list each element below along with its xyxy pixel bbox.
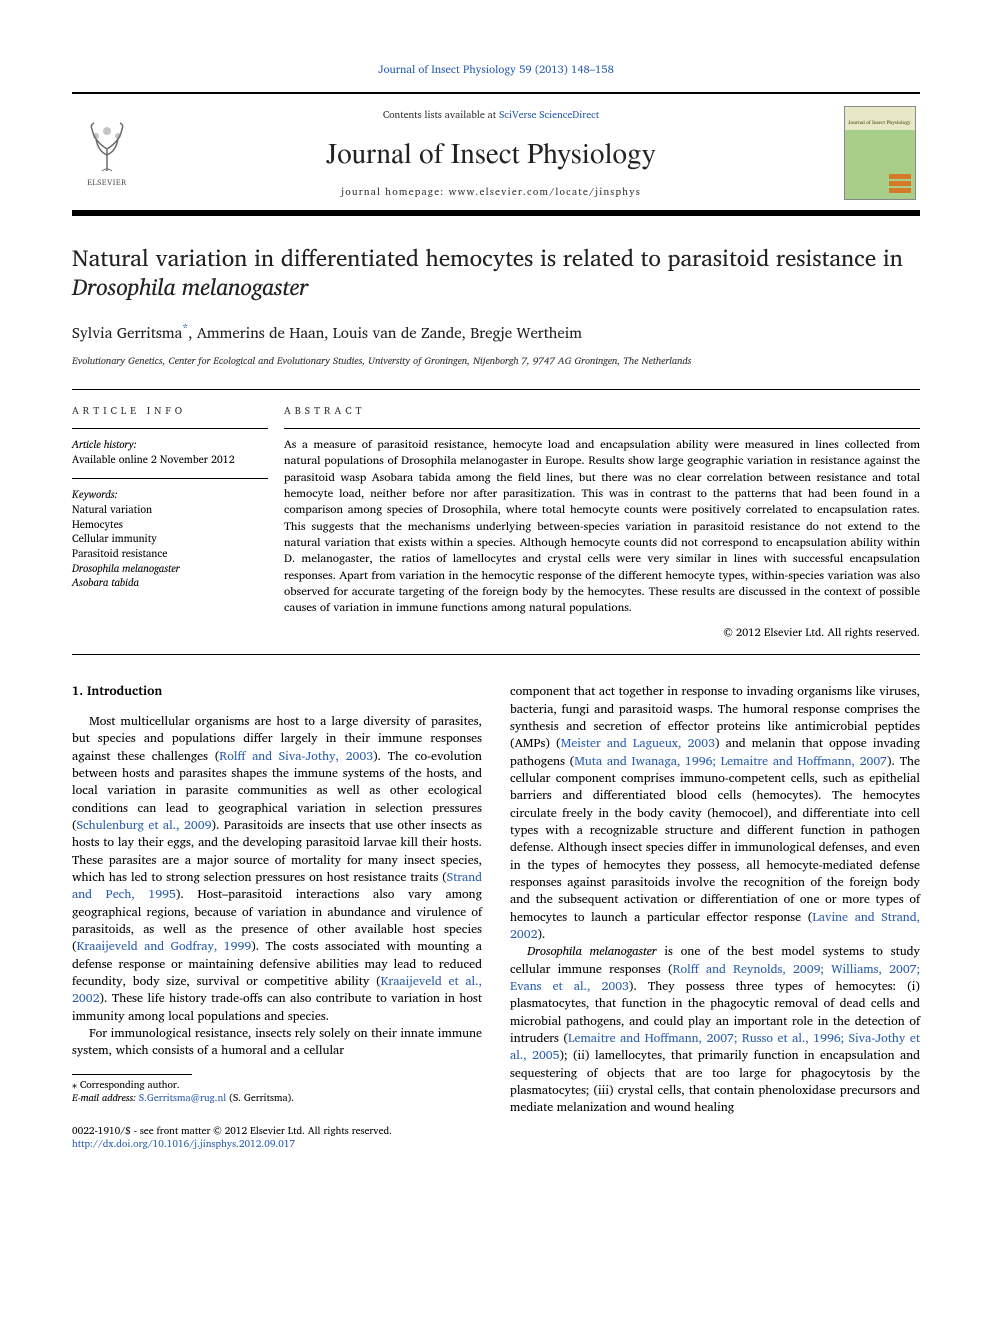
- abstract-copyright: © 2012 Elsevier Ltd. All rights reserved…: [284, 625, 920, 641]
- keyword: Asobara tabida: [72, 575, 268, 590]
- doi-link[interactable]: http://dx.doi.org/10.1016/j.jinsphys.201…: [72, 1136, 295, 1152]
- author-first: Sylvia Gerritsma: [72, 320, 182, 345]
- elsevier-tree-icon: [84, 121, 130, 173]
- journal-reference-link[interactable]: Journal of Insect Physiology 59 (2013) 1…: [378, 60, 614, 78]
- abstract-label: abstract: [284, 404, 920, 418]
- elsevier-label: ELSEVIER: [87, 175, 127, 189]
- right-column: component that act together in response …: [510, 683, 920, 1151]
- email-line: E-mail address: S.Gerritsma@rug.nl (S. G…: [72, 1092, 482, 1105]
- abstract-body: As a measure of parasitoid resistance, h…: [284, 437, 920, 617]
- article-history-block: Article history: Available online 2 Nove…: [72, 437, 268, 466]
- intro-para-3: Drosophila melanogaster is one of the be…: [510, 943, 920, 1116]
- article-info-label: article info: [72, 404, 268, 418]
- corresponding-author-footnote: ⁎ Corresponding author. E-mail address: …: [72, 1079, 482, 1105]
- title-species: Drosophila melanogaster: [72, 268, 308, 306]
- footnote-divider: [72, 1074, 192, 1075]
- history-line: Available online 2 November 2012: [72, 452, 268, 467]
- cover-thumb-label: Journal of Insect Physiology: [848, 121, 911, 127]
- journal-reference: Journal of Insect Physiology 59 (2013) 1…: [72, 60, 920, 78]
- page-root: Journal of Insect Physiology 59 (2013) 1…: [0, 0, 992, 1192]
- journal-cover-thumbnail: Journal of Insect Physiology: [844, 106, 916, 200]
- intro-para-1: Most multicellular organisms are host to…: [72, 713, 482, 1025]
- header-center: Contents lists available at SciVerse Sci…: [138, 107, 844, 200]
- left-column: 1. Introduction Most multicellular organ…: [72, 683, 482, 1151]
- abstract-column: abstract As a measure of parasitoid resi…: [284, 390, 920, 654]
- divider: [284, 428, 920, 429]
- contents-line: Contents lists available at SciVerse Sci…: [148, 107, 834, 123]
- bottom-meta: 0022-1910/$ - see front matter © 2012 El…: [72, 1125, 482, 1152]
- email-link[interactable]: S.Gerritsma@rug.nl: [139, 1090, 226, 1106]
- meta-abstract-block: article info Article history: Available …: [72, 389, 920, 655]
- header-inner: ELSEVIER Contents lists available at Sci…: [72, 106, 920, 210]
- article-title: Natural variation in differentiated hemo…: [72, 244, 920, 303]
- authors-rest: , Ammerins de Haan, Louis van de Zande, …: [188, 320, 582, 345]
- journal-header-box: ELSEVIER Contents lists available at Sci…: [72, 92, 920, 216]
- article-info-column: article info Article history: Available …: [72, 390, 284, 654]
- body-two-column: 1. Introduction Most multicellular organ…: [72, 683, 920, 1151]
- intro-para-2-cont: component that act together in response …: [510, 683, 920, 943]
- email-suffix: (S. Gerritsma).: [226, 1090, 294, 1106]
- section-1-heading: 1. Introduction: [72, 683, 482, 701]
- journal-title: Journal of Insect Physiology: [148, 133, 834, 172]
- author-list: Sylvia Gerritsma*, Ammerins de Haan, Lou…: [72, 319, 920, 345]
- elsevier-logo: ELSEVIER: [76, 117, 138, 189]
- intro-para-2: For immunological resistance, insects re…: [72, 1025, 482, 1060]
- contents-prefix: Contents lists available at: [383, 107, 499, 123]
- email-label: E-mail address:: [72, 1090, 139, 1106]
- journal-homepage: journal homepage: www.elsevier.com/locat…: [148, 184, 834, 200]
- cover-thumb-bars: [889, 174, 911, 193]
- divider: [72, 478, 268, 479]
- keywords-block: Keywords: Natural variation Hemocytes Ce…: [72, 487, 268, 590]
- affiliation: Evolutionary Genetics, Center for Ecolog…: [72, 353, 920, 369]
- sciencedirect-link[interactable]: SciVerse ScienceDirect: [499, 107, 599, 123]
- divider: [72, 428, 268, 429]
